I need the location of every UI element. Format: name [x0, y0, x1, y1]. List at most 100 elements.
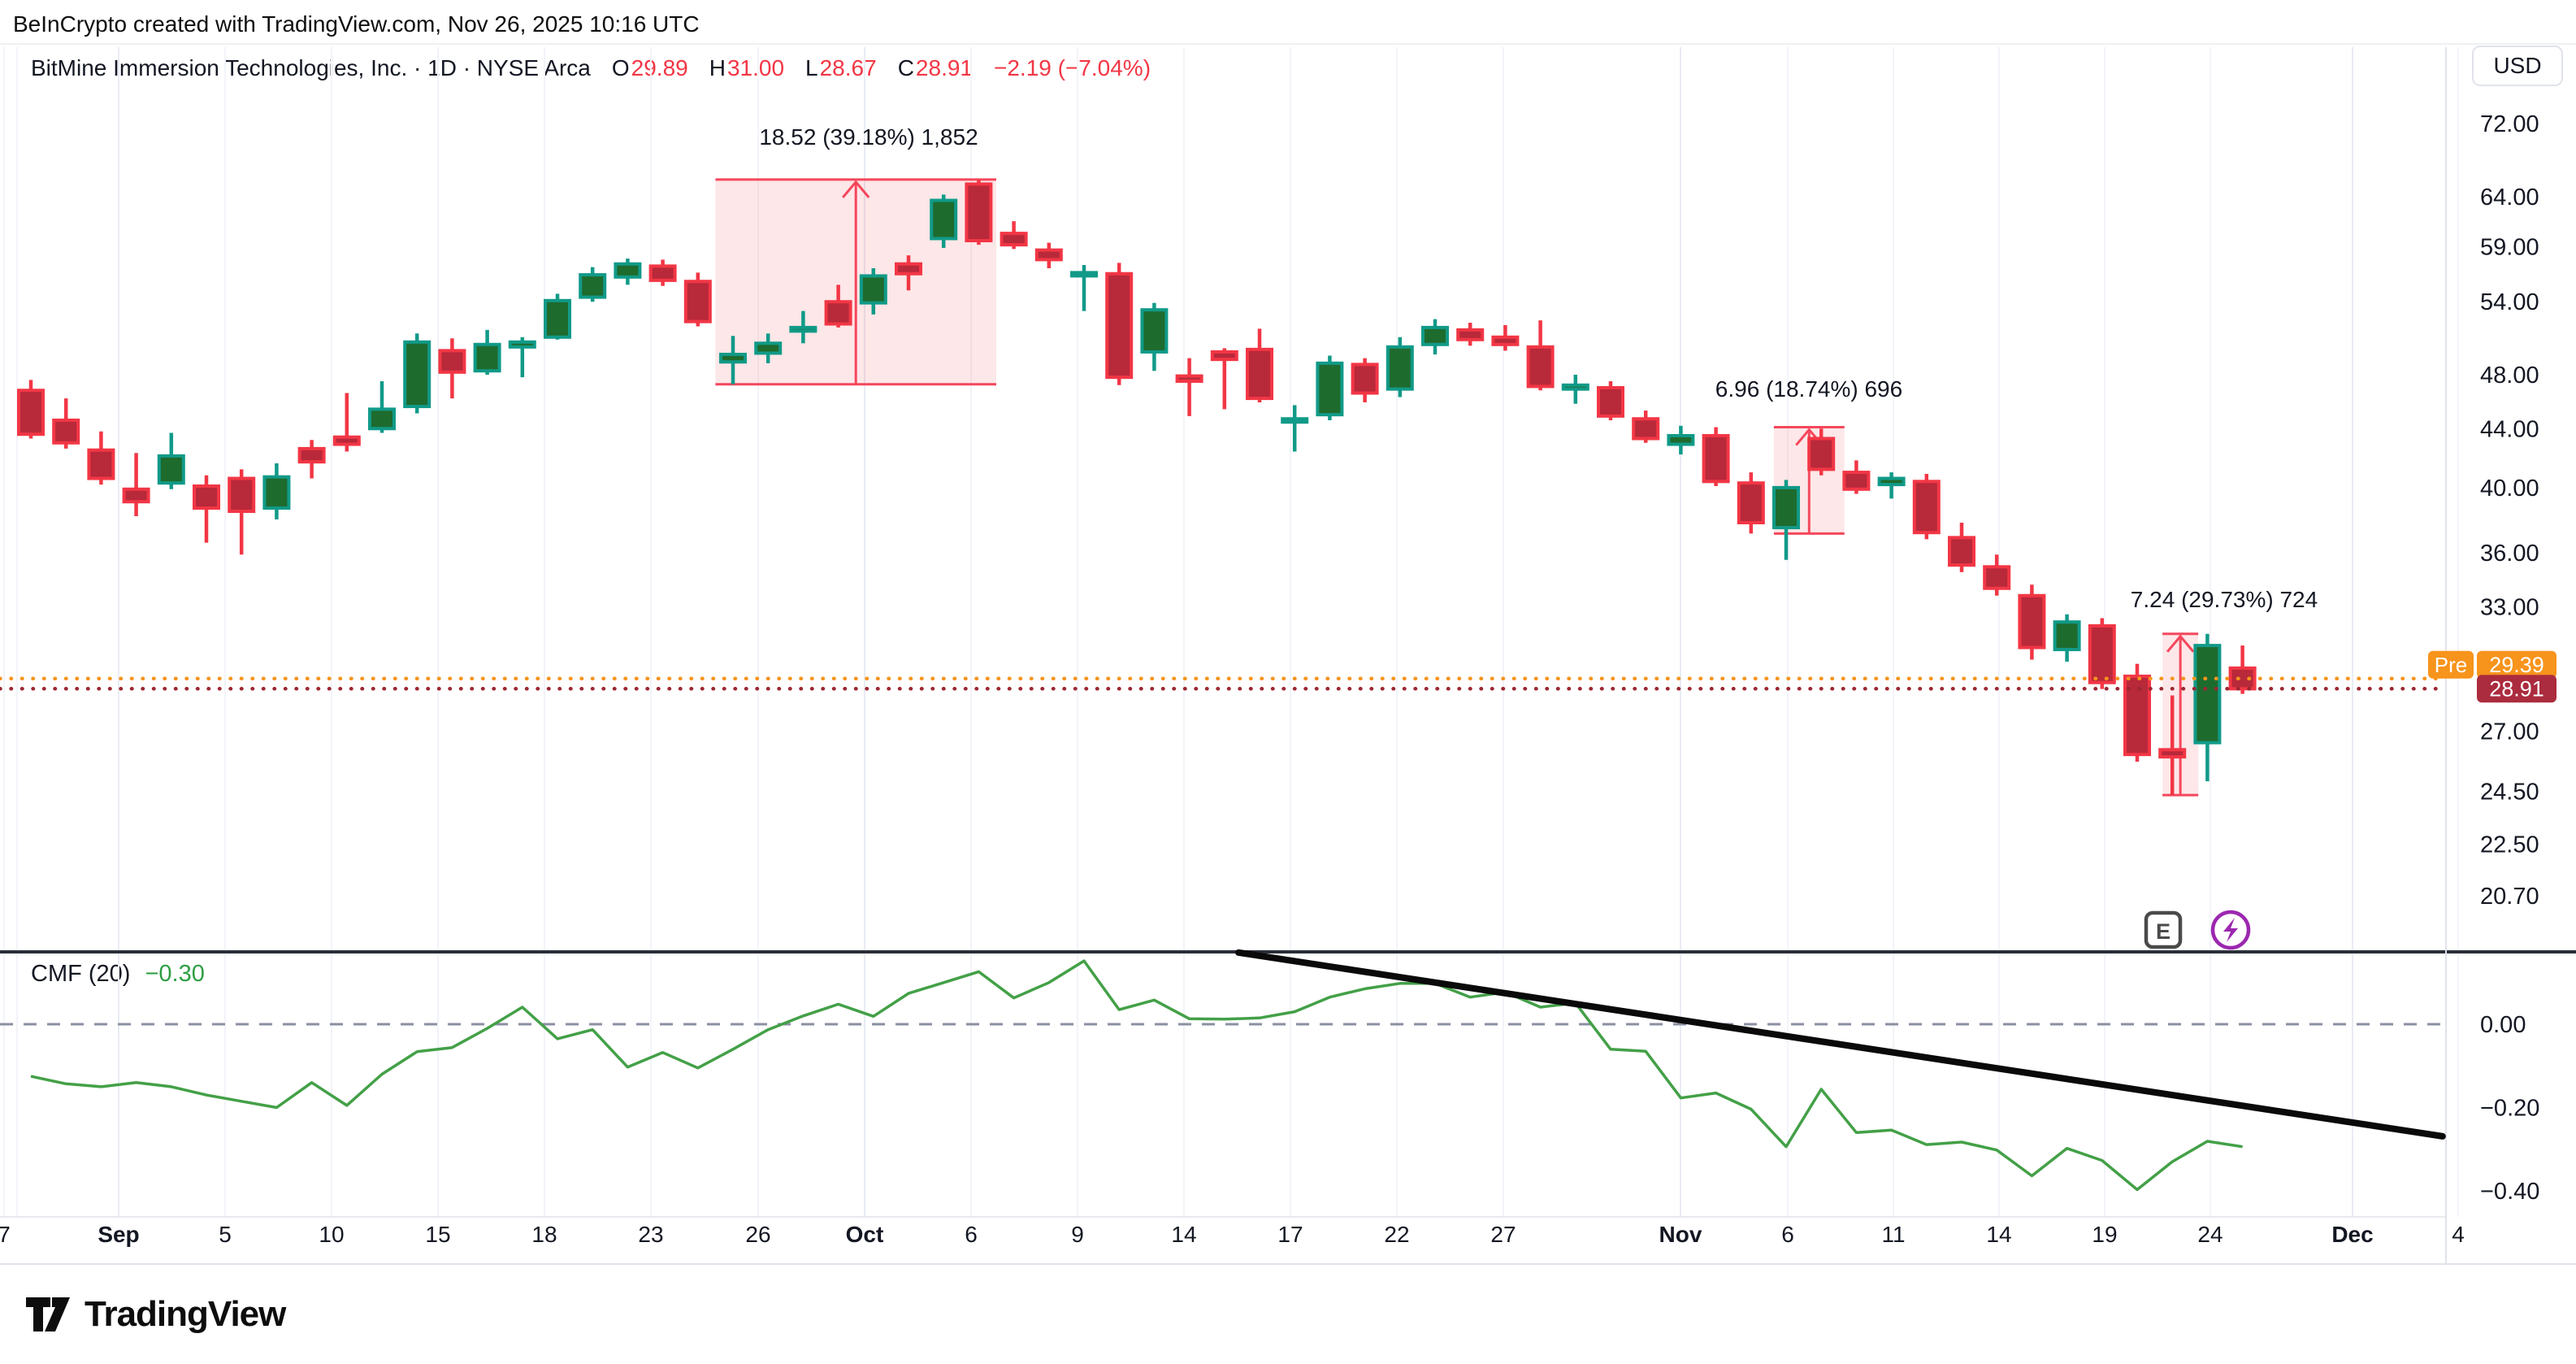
price-axis-label: 72.00: [2480, 111, 2539, 137]
time-axis-label: Nov: [1659, 1222, 1702, 1247]
price-axis-label: 36.00: [2480, 541, 2539, 567]
time-axis-label: 24: [2197, 1222, 2223, 1247]
candle-body: [1948, 536, 1975, 567]
candle-body: [297, 446, 326, 464]
candle-body: [789, 325, 817, 333]
price-axis-label: 54.00: [2480, 289, 2539, 315]
price-axis-label: 33.00: [2480, 594, 2539, 620]
candle-body: [508, 340, 536, 349]
cmf-axis-label: −0.20: [2480, 1096, 2539, 1122]
time-axis-label: 27: [1490, 1222, 1516, 1247]
candle-body: [438, 349, 466, 374]
price-axis-label: 64.00: [2480, 185, 2539, 211]
earnings-icon-letter: E: [2156, 919, 2171, 944]
tradingview-logo[interactable]: TradingView: [24, 1291, 286, 1338]
price-axis-label: 24.50: [2480, 779, 2539, 805]
candle-body: [1667, 433, 1695, 446]
candle-body: [1912, 480, 1941, 535]
time-axis-label: 9: [1071, 1222, 1084, 1247]
cmf-line: [30, 959, 2243, 1192]
candle-body: [930, 198, 958, 241]
price-axis-label: 48.00: [2480, 363, 2539, 389]
time-axis-label: 18: [531, 1222, 557, 1247]
measure-arrow-head: [2166, 634, 2195, 653]
candle-body: [1386, 345, 1414, 391]
time-axis-label: Dec: [2331, 1222, 2373, 1247]
tradingview-mark-icon: [26, 1297, 70, 1331]
time-axis-label: 6: [965, 1222, 978, 1247]
time-axis-label: 23: [638, 1222, 663, 1247]
time-axis-label: 4: [2452, 1222, 2465, 1247]
measure-box-label: 7.24 (29.73%) 724: [2131, 587, 2318, 612]
candle-body: [1246, 347, 1273, 401]
candle-body: [1561, 383, 1589, 391]
time-axis-label: 19: [2092, 1222, 2117, 1247]
cmf-axis-label: −0.40: [2480, 1179, 2539, 1205]
candle-body: [1526, 345, 1555, 389]
time-axis-label: 17: [1277, 1222, 1303, 1247]
price-axis-label: 44.00: [2480, 416, 2539, 442]
measure-arrow-head: [842, 180, 870, 198]
time-axis-label: 6: [1781, 1222, 1794, 1247]
candle-body: [2088, 623, 2116, 684]
candle-body: [965, 182, 993, 243]
candle-body: [1210, 350, 1238, 362]
candle-body: [228, 476, 256, 514]
candle-body: [193, 484, 220, 510]
price-axis-label: 27.00: [2480, 719, 2539, 745]
candle-body: [1105, 271, 1134, 380]
time-axis-label: 5: [219, 1222, 232, 1247]
currency-chip[interactable]: USD: [2472, 46, 2563, 86]
time-axis-label: Oct: [846, 1222, 884, 1247]
cmf-axis-label: 0.00: [2480, 1012, 2526, 1038]
close-price-badge: [2477, 675, 2556, 703]
time-axis-label: 15: [425, 1222, 450, 1247]
candle-body: [1456, 328, 1485, 341]
time-axis-label: 11: [1881, 1222, 1905, 1247]
candle-body: [1632, 417, 1660, 441]
price-axis-label: 40.00: [2480, 476, 2539, 502]
earnings-icon: [2144, 910, 2183, 949]
pre-badge-label: Pre: [2435, 653, 2467, 677]
symbol-title: BitMine Immersion Technologies, Inc. · 1…: [31, 55, 591, 80]
candle-body: [1842, 471, 1871, 491]
candle-body: [157, 454, 185, 485]
candle-body: [262, 475, 291, 510]
candle-body: [2053, 620, 2081, 652]
chart-legend[interactable]: BitMine Immersion Technologies, Inc. · 1…: [31, 55, 1151, 81]
candle-body: [17, 389, 45, 437]
tradingview-wordmark: TradingView: [85, 1294, 286, 1334]
pre-price-badge-value: 29.39: [2489, 653, 2544, 677]
pre-price-badge: [2477, 650, 2556, 679]
candle-body: [719, 352, 747, 364]
candle-body: [1737, 481, 1765, 525]
candle-body: [614, 262, 642, 279]
candle-body: [1983, 565, 2011, 590]
candle-body: [824, 300, 852, 326]
time-axis-label: 14: [1986, 1222, 2011, 1247]
candle-body: [368, 407, 396, 431]
candle-body: [1316, 361, 1344, 417]
candle-body: [1175, 374, 1203, 383]
candle-body: [579, 273, 607, 299]
candle-body: [1034, 248, 1063, 262]
candle-body: [1702, 433, 1730, 484]
ohlc-close: C 28.91: [897, 55, 973, 80]
change-value: −2.19 (−7.04%): [994, 55, 1151, 80]
ohlc-open: O 29.89: [611, 55, 688, 80]
watermark-title: BeInCrypto created with TradingView.com,…: [13, 11, 700, 37]
time-axis-label: 26: [745, 1222, 770, 1247]
close-price-badge-value: 28.91: [2489, 676, 2544, 701]
price-axis-label: 22.50: [2480, 832, 2539, 858]
candle-body: [87, 448, 115, 480]
indicator-legend[interactable]: CMF (20) −0.30: [31, 961, 205, 988]
candle-body: [648, 264, 677, 282]
candle-body: [1421, 325, 1449, 346]
pre-badge: [2428, 650, 2474, 679]
price-axis-label: 59.00: [2480, 235, 2539, 261]
measure-box-label: 18.52 (39.18%) 1,852: [759, 124, 978, 150]
candle-body: [1070, 271, 1098, 278]
candle-body: [332, 435, 361, 446]
candle-body: [1807, 437, 1836, 471]
